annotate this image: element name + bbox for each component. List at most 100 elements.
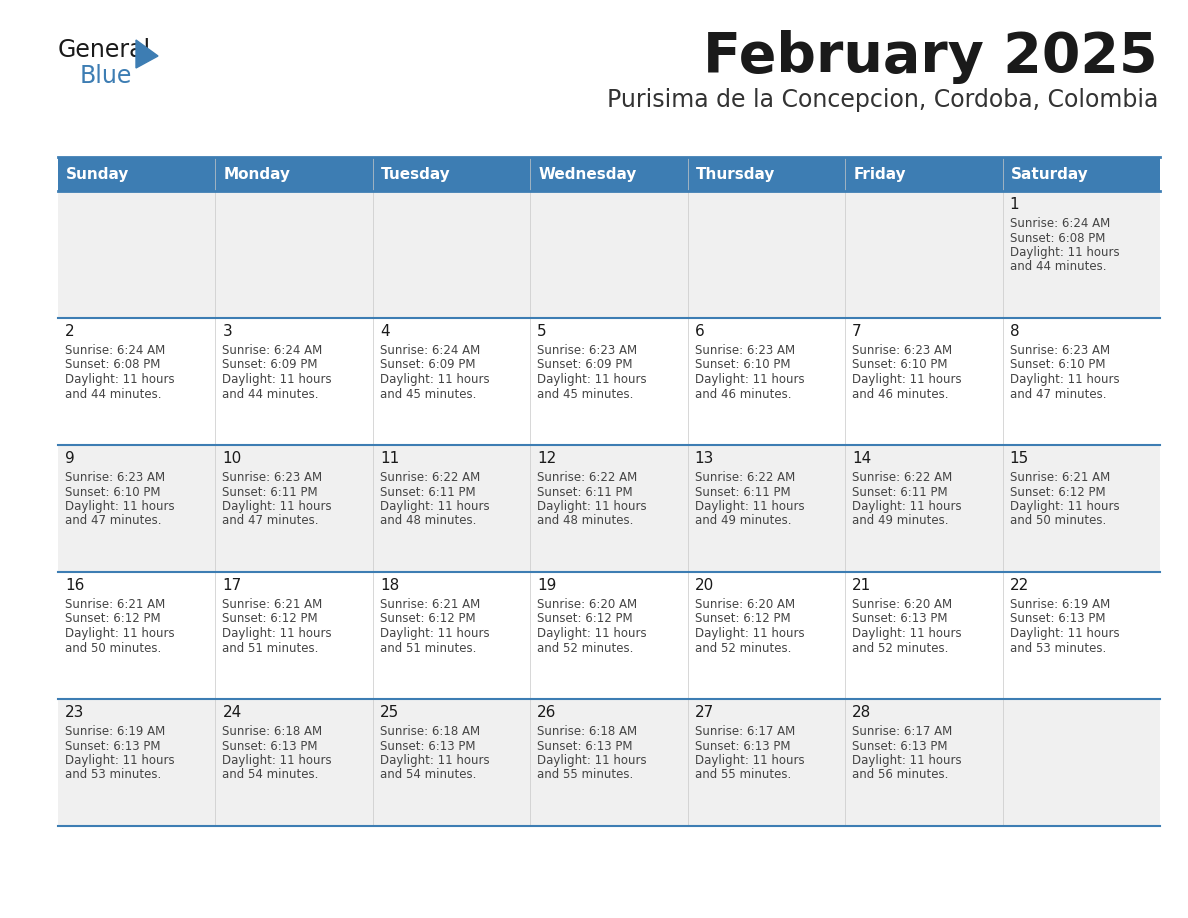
Text: and 46 minutes.: and 46 minutes. — [695, 387, 791, 400]
Text: 28: 28 — [852, 705, 871, 720]
Text: General: General — [58, 38, 151, 62]
Polygon shape — [135, 40, 158, 68]
Text: Daylight: 11 hours: Daylight: 11 hours — [380, 754, 489, 767]
Text: and 47 minutes.: and 47 minutes. — [65, 514, 162, 528]
Text: 12: 12 — [537, 451, 556, 466]
Text: and 52 minutes.: and 52 minutes. — [695, 642, 791, 655]
Text: and 55 minutes.: and 55 minutes. — [537, 768, 633, 781]
Text: and 44 minutes.: and 44 minutes. — [65, 387, 162, 400]
Text: Sunset: 6:10 PM: Sunset: 6:10 PM — [695, 359, 790, 372]
Text: Sunrise: 6:24 AM: Sunrise: 6:24 AM — [380, 344, 480, 357]
Text: 14: 14 — [852, 451, 871, 466]
Text: Sunset: 6:12 PM: Sunset: 6:12 PM — [65, 612, 160, 625]
Text: 19: 19 — [537, 578, 557, 593]
Text: Daylight: 11 hours: Daylight: 11 hours — [852, 627, 962, 640]
Text: Daylight: 11 hours: Daylight: 11 hours — [852, 373, 962, 386]
Text: 1: 1 — [1010, 197, 1019, 212]
Text: Sunset: 6:11 PM: Sunset: 6:11 PM — [380, 486, 475, 498]
Text: and 53 minutes.: and 53 minutes. — [1010, 642, 1106, 655]
Text: Sunrise: 6:20 AM: Sunrise: 6:20 AM — [695, 598, 795, 611]
Text: 17: 17 — [222, 578, 241, 593]
Text: Daylight: 11 hours: Daylight: 11 hours — [380, 373, 489, 386]
Text: Sunrise: 6:22 AM: Sunrise: 6:22 AM — [695, 471, 795, 484]
Text: Sunrise: 6:18 AM: Sunrise: 6:18 AM — [537, 725, 638, 738]
Text: Sunrise: 6:19 AM: Sunrise: 6:19 AM — [1010, 598, 1110, 611]
Text: Saturday: Saturday — [1011, 166, 1088, 182]
Text: Sunrise: 6:19 AM: Sunrise: 6:19 AM — [65, 725, 165, 738]
Text: Sunset: 6:09 PM: Sunset: 6:09 PM — [222, 359, 318, 372]
Text: Sunset: 6:11 PM: Sunset: 6:11 PM — [695, 486, 790, 498]
Text: Sunset: 6:12 PM: Sunset: 6:12 PM — [380, 612, 475, 625]
Text: Blue: Blue — [80, 64, 132, 88]
Text: 5: 5 — [537, 324, 546, 339]
Text: 21: 21 — [852, 578, 871, 593]
Text: Daylight: 11 hours: Daylight: 11 hours — [222, 627, 333, 640]
Text: Sunrise: 6:22 AM: Sunrise: 6:22 AM — [537, 471, 638, 484]
Text: Tuesday: Tuesday — [381, 166, 450, 182]
Text: and 47 minutes.: and 47 minutes. — [1010, 387, 1106, 400]
Text: Sunset: 6:11 PM: Sunset: 6:11 PM — [222, 486, 318, 498]
Text: 26: 26 — [537, 705, 557, 720]
Text: Daylight: 11 hours: Daylight: 11 hours — [1010, 500, 1119, 513]
Text: Sunrise: 6:23 AM: Sunrise: 6:23 AM — [222, 471, 323, 484]
Text: Sunrise: 6:24 AM: Sunrise: 6:24 AM — [1010, 217, 1110, 230]
Text: Sunrise: 6:17 AM: Sunrise: 6:17 AM — [695, 725, 795, 738]
Text: 20: 20 — [695, 578, 714, 593]
Text: 15: 15 — [1010, 451, 1029, 466]
Text: Sunrise: 6:18 AM: Sunrise: 6:18 AM — [222, 725, 323, 738]
Text: 24: 24 — [222, 705, 241, 720]
Text: Sunset: 6:10 PM: Sunset: 6:10 PM — [852, 359, 948, 372]
Bar — [58, 445, 1159, 572]
Text: 23: 23 — [65, 705, 84, 720]
Bar — [58, 157, 1159, 191]
Text: Daylight: 11 hours: Daylight: 11 hours — [65, 373, 175, 386]
Text: 8: 8 — [1010, 324, 1019, 339]
Text: Daylight: 11 hours: Daylight: 11 hours — [380, 500, 489, 513]
Text: Sunset: 6:10 PM: Sunset: 6:10 PM — [1010, 359, 1105, 372]
Bar — [58, 699, 1159, 826]
Text: and 49 minutes.: and 49 minutes. — [695, 514, 791, 528]
Text: Sunrise: 6:21 AM: Sunrise: 6:21 AM — [222, 598, 323, 611]
Text: Sunset: 6:12 PM: Sunset: 6:12 PM — [222, 612, 318, 625]
Text: Daylight: 11 hours: Daylight: 11 hours — [65, 627, 175, 640]
Text: Daylight: 11 hours: Daylight: 11 hours — [695, 754, 804, 767]
Text: and 56 minutes.: and 56 minutes. — [852, 768, 948, 781]
Text: Daylight: 11 hours: Daylight: 11 hours — [222, 754, 333, 767]
Text: 27: 27 — [695, 705, 714, 720]
Text: 22: 22 — [1010, 578, 1029, 593]
Text: and 48 minutes.: and 48 minutes. — [537, 514, 633, 528]
Text: Daylight: 11 hours: Daylight: 11 hours — [1010, 246, 1119, 259]
Text: Daylight: 11 hours: Daylight: 11 hours — [852, 500, 962, 513]
Text: and 51 minutes.: and 51 minutes. — [380, 642, 476, 655]
Text: Sunset: 6:13 PM: Sunset: 6:13 PM — [1010, 612, 1105, 625]
Text: Daylight: 11 hours: Daylight: 11 hours — [537, 627, 647, 640]
Text: 6: 6 — [695, 324, 704, 339]
Text: Sunrise: 6:18 AM: Sunrise: 6:18 AM — [380, 725, 480, 738]
Text: and 50 minutes.: and 50 minutes. — [1010, 514, 1106, 528]
Text: Sunrise: 6:23 AM: Sunrise: 6:23 AM — [695, 344, 795, 357]
Text: Purisima de la Concepcion, Cordoba, Colombia: Purisima de la Concepcion, Cordoba, Colo… — [607, 88, 1158, 112]
Text: Daylight: 11 hours: Daylight: 11 hours — [695, 500, 804, 513]
Text: Sunset: 6:13 PM: Sunset: 6:13 PM — [65, 740, 160, 753]
Text: and 54 minutes.: and 54 minutes. — [380, 768, 476, 781]
Text: and 44 minutes.: and 44 minutes. — [1010, 261, 1106, 274]
Text: Sunrise: 6:24 AM: Sunrise: 6:24 AM — [222, 344, 323, 357]
Text: and 49 minutes.: and 49 minutes. — [852, 514, 949, 528]
Text: Sunset: 6:11 PM: Sunset: 6:11 PM — [537, 486, 633, 498]
Text: Wednesday: Wednesday — [538, 166, 637, 182]
Text: Sunset: 6:13 PM: Sunset: 6:13 PM — [852, 612, 948, 625]
Text: Daylight: 11 hours: Daylight: 11 hours — [1010, 627, 1119, 640]
Text: Daylight: 11 hours: Daylight: 11 hours — [380, 627, 489, 640]
Text: Sunset: 6:12 PM: Sunset: 6:12 PM — [1010, 486, 1105, 498]
Text: and 52 minutes.: and 52 minutes. — [537, 642, 633, 655]
Text: Daylight: 11 hours: Daylight: 11 hours — [222, 500, 333, 513]
Text: and 44 minutes.: and 44 minutes. — [222, 387, 318, 400]
Text: Monday: Monday — [223, 166, 290, 182]
Text: Sunset: 6:13 PM: Sunset: 6:13 PM — [380, 740, 475, 753]
Text: Daylight: 11 hours: Daylight: 11 hours — [537, 500, 647, 513]
Text: and 54 minutes.: and 54 minutes. — [222, 768, 318, 781]
Text: Sunrise: 6:20 AM: Sunrise: 6:20 AM — [537, 598, 638, 611]
Text: Sunset: 6:12 PM: Sunset: 6:12 PM — [695, 612, 790, 625]
Text: Daylight: 11 hours: Daylight: 11 hours — [65, 500, 175, 513]
Text: and 55 minutes.: and 55 minutes. — [695, 768, 791, 781]
